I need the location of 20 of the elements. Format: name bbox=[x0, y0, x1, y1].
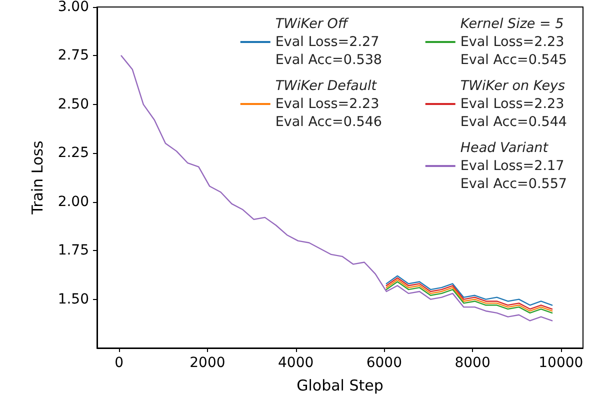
x-tick-label: 10000 bbox=[538, 355, 584, 371]
y-tick-label: 2.75 bbox=[58, 48, 89, 64]
y-tick-label: 1.75 bbox=[58, 242, 89, 259]
y-axis-title: Train Loss bbox=[28, 140, 46, 216]
x-tick-label: 4000 bbox=[278, 355, 314, 371]
legend-label: Head Variant Eval Loss=2.17 Eval Acc=0.557 bbox=[460, 140, 568, 192]
y-tick-label: 2.50 bbox=[58, 96, 89, 112]
legend-label: TWiKer Off Eval Loss=2.27 Eval Acc=0.538 bbox=[275, 16, 382, 68]
legend-label: TWiKer on Keys Eval Loss=2.23 Eval Acc=0.544 bbox=[460, 78, 568, 130]
x-tick-label: 2000 bbox=[190, 355, 226, 371]
y-tick-label: 2.00 bbox=[58, 194, 89, 210]
legend-label: Kernel Size = 5 Eval Loss=2.23 Eval Acc=0.545 bbox=[460, 16, 568, 68]
y-tick-label: 3.00 bbox=[58, 0, 89, 15]
x-tick-label: 8000 bbox=[454, 355, 490, 371]
legend-label: TWiKer Default Eval Loss=2.23 Eval Acc=0.546 bbox=[275, 78, 382, 130]
x-tick-label: 0 bbox=[114, 355, 124, 371]
x-axis-title: Global Step bbox=[296, 376, 384, 394]
y-tick-label: 2.25 bbox=[58, 145, 89, 162]
y-tick-label: 1.50 bbox=[58, 291, 89, 308]
x-tick-label: 6000 bbox=[366, 355, 402, 371]
